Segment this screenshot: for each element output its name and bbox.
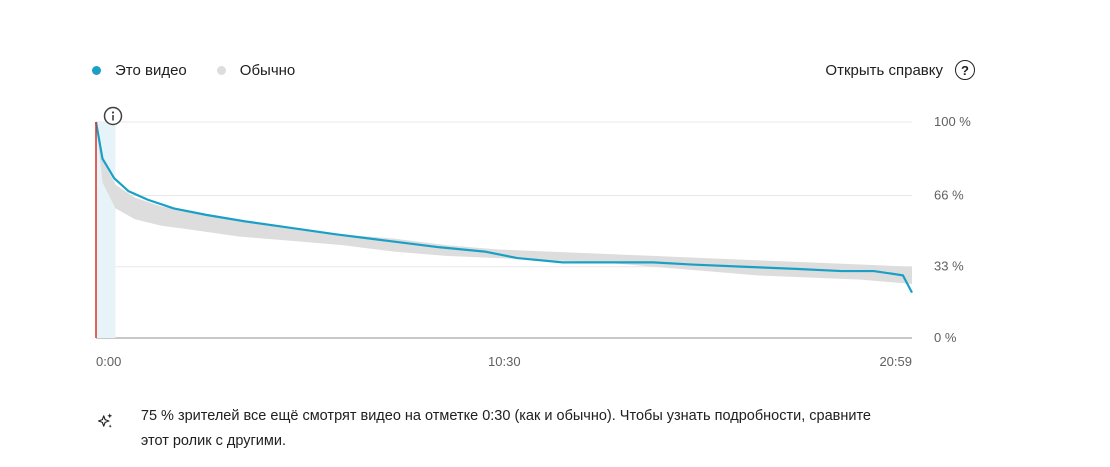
retention-chart: 0 % 33 % 66 % 100 % 0:00 10:30 20:59	[94, 106, 971, 369]
x-tick-label: 0:00	[96, 354, 121, 369]
y-tick-label: 100 %	[934, 114, 971, 129]
legend-dot-typical	[216, 65, 226, 75]
sparkle-icon	[98, 413, 113, 428]
open-help-link[interactable]: Открыть справку ?	[825, 57, 975, 83]
highlight-range	[96, 122, 116, 338]
y-tick-label: 66 %	[934, 187, 964, 202]
y-tick-label: 33 %	[934, 259, 964, 274]
legend-label-typical: Обычно	[239, 61, 296, 79]
y-tick-label: 0 %	[934, 330, 957, 345]
open-help-label: Открыть справку	[825, 61, 943, 79]
legend-dot-this-video	[92, 65, 101, 75]
x-tick-label: 20:59	[879, 354, 912, 369]
x-tick-label: 10:30	[488, 354, 521, 369]
legend-item-typical: Обычно	[216, 61, 296, 79]
info-icon-dot	[111, 111, 115, 114]
legend-item-this-video: Это видео	[92, 62, 187, 79]
typical-band	[96, 122, 912, 284]
series-line-this-video	[94, 121, 913, 294]
legend-label-this-video: Это видео	[115, 61, 187, 79]
insight-text: 75 % зрителей все ещё смотрят видео на о…	[140, 408, 871, 449]
chart-legend: Это видео Обычно	[92, 58, 325, 82]
question-circle-icon[interactable]: ?	[955, 60, 975, 80]
insight-panel: 75 % зрителей все ещё смотрят видео на о…	[96, 404, 896, 454]
